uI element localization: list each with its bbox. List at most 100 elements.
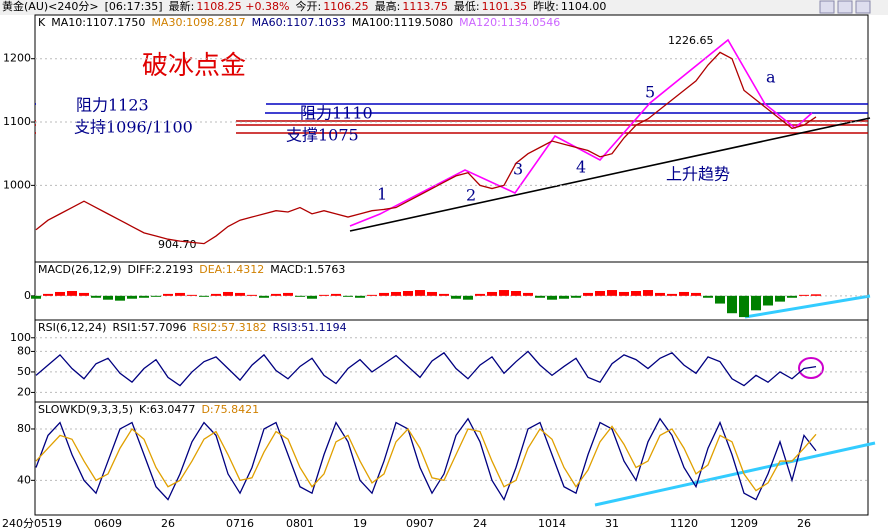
macd-trend-line bbox=[744, 294, 871, 319]
macd-bar bbox=[211, 293, 221, 296]
macd-bar bbox=[307, 295, 317, 299]
macd-bar bbox=[127, 295, 137, 299]
x-tick-label: 26 bbox=[797, 517, 811, 530]
indicator-label: MA100:1119.5080 bbox=[352, 16, 453, 29]
macd-bar bbox=[223, 291, 233, 296]
indicator-label: RSI3:51.1194 bbox=[273, 321, 347, 334]
macd-bar bbox=[379, 292, 389, 296]
low-label: 904.70 bbox=[158, 238, 197, 251]
y-tick-label: 100 bbox=[10, 331, 31, 344]
indicator-label: MA30:1098.2817 bbox=[151, 16, 245, 29]
macd-bar bbox=[391, 291, 401, 296]
macd-bar bbox=[151, 295, 161, 297]
macd-bar bbox=[775, 295, 785, 302]
y-tick-label: 80 bbox=[17, 344, 31, 357]
indicator-label: RSI1:57.7096 bbox=[112, 321, 186, 334]
scroll-right-button[interactable] bbox=[837, 0, 853, 14]
x-tick-label: 1209 bbox=[730, 517, 758, 530]
header-text: 黄金(AU)<240分> bbox=[2, 0, 99, 13]
x-tick-label: 1014 bbox=[538, 517, 566, 530]
indicator-label: MA60:1107.1033 bbox=[252, 16, 346, 29]
macd-bar bbox=[499, 290, 509, 296]
macd-bar bbox=[715, 295, 725, 304]
header-text: 最高: bbox=[375, 0, 401, 13]
label-bg bbox=[36, 98, 266, 112]
macd-bar bbox=[79, 292, 89, 296]
annotation: 阻力1123 bbox=[76, 96, 149, 115]
status-bar bbox=[0, 0, 888, 15]
macd-bar bbox=[67, 291, 77, 296]
macd-bar bbox=[571, 295, 581, 298]
series-line bbox=[35, 350, 817, 387]
macd-bar bbox=[343, 295, 353, 297]
header-text: 1101.35 bbox=[482, 0, 528, 13]
x-tick-label: 24 bbox=[473, 517, 487, 530]
indicator-label: MA120:1134.0546 bbox=[459, 16, 560, 29]
header-text: 最新: bbox=[169, 0, 195, 13]
macd-bar bbox=[559, 295, 569, 299]
indicator-label: DEA:1.4312 bbox=[199, 263, 264, 276]
indicator-label: D:75.8421 bbox=[201, 403, 259, 416]
header-text: 1104.00 bbox=[561, 0, 607, 13]
header-text: 今开: bbox=[295, 0, 321, 13]
macd-bar bbox=[511, 291, 521, 296]
indicator-label: MACD(26,12,9) bbox=[38, 263, 122, 276]
macd-bar bbox=[283, 292, 293, 296]
macd-bar bbox=[235, 292, 245, 296]
macd-bar bbox=[175, 292, 185, 296]
indicator-label: K:63.0477 bbox=[139, 403, 195, 416]
macd-bar bbox=[247, 294, 257, 296]
series-line bbox=[35, 51, 817, 245]
macd-bar bbox=[727, 295, 737, 314]
macd-bar bbox=[187, 294, 197, 296]
series-line bbox=[35, 417, 817, 502]
macd-bar bbox=[43, 293, 53, 296]
x-tick-label: 0519 bbox=[34, 517, 62, 530]
macd-bar bbox=[643, 290, 653, 296]
macd-bar bbox=[475, 293, 485, 296]
wave-label: 5 bbox=[645, 83, 655, 102]
macd-bar bbox=[355, 295, 365, 298]
annotation: 阻力1110 bbox=[300, 104, 373, 123]
header-text: [06:17:35] bbox=[105, 0, 163, 13]
macd-bar bbox=[487, 291, 497, 296]
x-tick-label: 31 bbox=[605, 517, 619, 530]
macd-bar bbox=[679, 291, 689, 296]
macd-bar bbox=[655, 292, 665, 296]
high-label: 1226.65 bbox=[668, 34, 714, 47]
macd-bar bbox=[583, 292, 593, 296]
wave-label: a bbox=[766, 68, 776, 87]
macd-bar bbox=[535, 295, 545, 298]
macd-bar bbox=[115, 295, 125, 301]
x-axis-unit: 240分 bbox=[2, 517, 34, 530]
macd-bar bbox=[103, 295, 113, 300]
macd-bar bbox=[607, 290, 617, 296]
kd-panel bbox=[34, 401, 869, 516]
macd-bar bbox=[55, 291, 65, 296]
wave-label: 2 bbox=[466, 186, 476, 205]
header-text: 1106.25 bbox=[323, 0, 369, 13]
macd-bar bbox=[163, 293, 173, 296]
indicator-label: MA10:1107.1750 bbox=[51, 16, 145, 29]
y-tick-label: 20 bbox=[17, 385, 31, 398]
macd-bar bbox=[739, 295, 749, 318]
macd-bar bbox=[691, 292, 701, 296]
annotation: 上升趋势 bbox=[666, 165, 730, 184]
x-tick-label: 19 bbox=[353, 517, 367, 530]
y-tick-label: 50 bbox=[17, 365, 31, 378]
x-tick-label: 0801 bbox=[286, 517, 314, 530]
header-text: 昨收: bbox=[533, 0, 559, 13]
series-line bbox=[35, 425, 817, 492]
x-tick-label: 0716 bbox=[226, 517, 254, 530]
trend-line bbox=[349, 117, 871, 232]
macd-bar bbox=[259, 295, 269, 298]
indicator-label: K bbox=[38, 16, 46, 29]
zoom-button[interactable] bbox=[855, 0, 871, 14]
scroll-left-button[interactable] bbox=[819, 0, 835, 14]
macd-bar bbox=[199, 295, 209, 297]
macd-bar bbox=[799, 294, 809, 296]
indicator-label: RSI(6,12,24) bbox=[38, 321, 106, 334]
macd-bar bbox=[763, 295, 773, 306]
